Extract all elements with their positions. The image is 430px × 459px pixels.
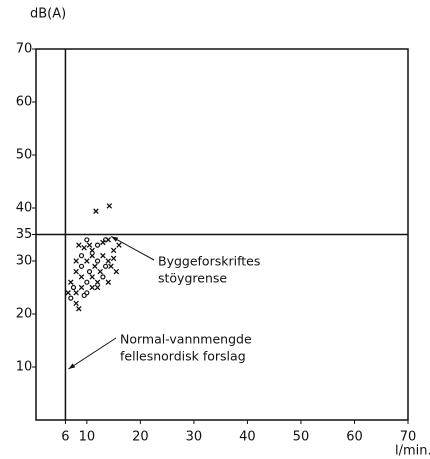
point: [73, 258, 79, 264]
point: [89, 252, 95, 259]
y-tick-label: 35: [16, 227, 33, 242]
point: [94, 242, 101, 248]
point: [105, 237, 112, 243]
arrow-head: [111, 236, 119, 242]
point: [105, 279, 112, 285]
point: [78, 253, 85, 259]
y-tick-label: 20: [16, 307, 33, 322]
point: [97, 268, 103, 275]
x-tick-label: 50: [293, 430, 310, 445]
point: [108, 263, 114, 270]
point: [93, 208, 99, 214]
point: [100, 274, 106, 280]
point: [113, 268, 120, 275]
point: [110, 247, 117, 254]
point: [100, 252, 106, 259]
y-tick-label: 10: [16, 360, 33, 375]
annotation: Byggeforskriftes: [158, 254, 260, 269]
x-tick-label: 10: [79, 430, 96, 445]
point: [89, 247, 95, 254]
x-tick-label: 6: [61, 430, 69, 445]
y-tick-label: 70: [16, 42, 33, 57]
y-axis-label: dB(A): [30, 7, 66, 22]
point: [102, 263, 109, 269]
point: [70, 284, 77, 291]
point: [86, 269, 93, 275]
point: [78, 274, 85, 280]
annotation: Normal-vannmengde: [120, 332, 252, 347]
x-tick-label: 30: [186, 430, 203, 445]
y-tick-label: 30: [16, 254, 33, 269]
point: [94, 284, 101, 291]
y-tick-label: 60: [16, 95, 33, 110]
point: [68, 279, 74, 285]
point: [84, 290, 90, 296]
point: [84, 237, 90, 243]
point: [89, 284, 95, 291]
point: [76, 305, 82, 312]
annotation: fellesnordisk forslag: [120, 349, 246, 364]
point: [92, 263, 98, 270]
point: [73, 268, 79, 275]
y-tick-label: 50: [16, 148, 33, 163]
point: [73, 300, 79, 307]
point: [110, 255, 117, 262]
point: [106, 203, 113, 209]
point: [116, 242, 122, 248]
point: [68, 295, 74, 301]
y-tick-label: 40: [16, 201, 33, 216]
point: [81, 244, 87, 251]
point: [89, 274, 95, 280]
x-tick-label: 20: [132, 430, 149, 445]
x-tick-label: 60: [346, 430, 363, 445]
point: [84, 258, 90, 264]
annotation: stöygrense: [158, 271, 227, 286]
arrow-line: [111, 236, 155, 261]
point: [86, 242, 93, 248]
point: [78, 263, 85, 269]
point: [78, 284, 85, 291]
point: [84, 279, 90, 285]
point: [73, 290, 79, 296]
point: [65, 290, 71, 296]
point: [105, 258, 112, 264]
arrow-line: [68, 337, 117, 370]
point: [76, 242, 82, 248]
x-tick-label: 70: [400, 430, 417, 445]
x-tick-label: 40: [239, 430, 256, 445]
point: [94, 279, 101, 285]
arrow-head: [68, 363, 76, 369]
x-axis-label: l/min.: [395, 444, 430, 459]
point: [94, 258, 101, 264]
point: [81, 292, 87, 299]
